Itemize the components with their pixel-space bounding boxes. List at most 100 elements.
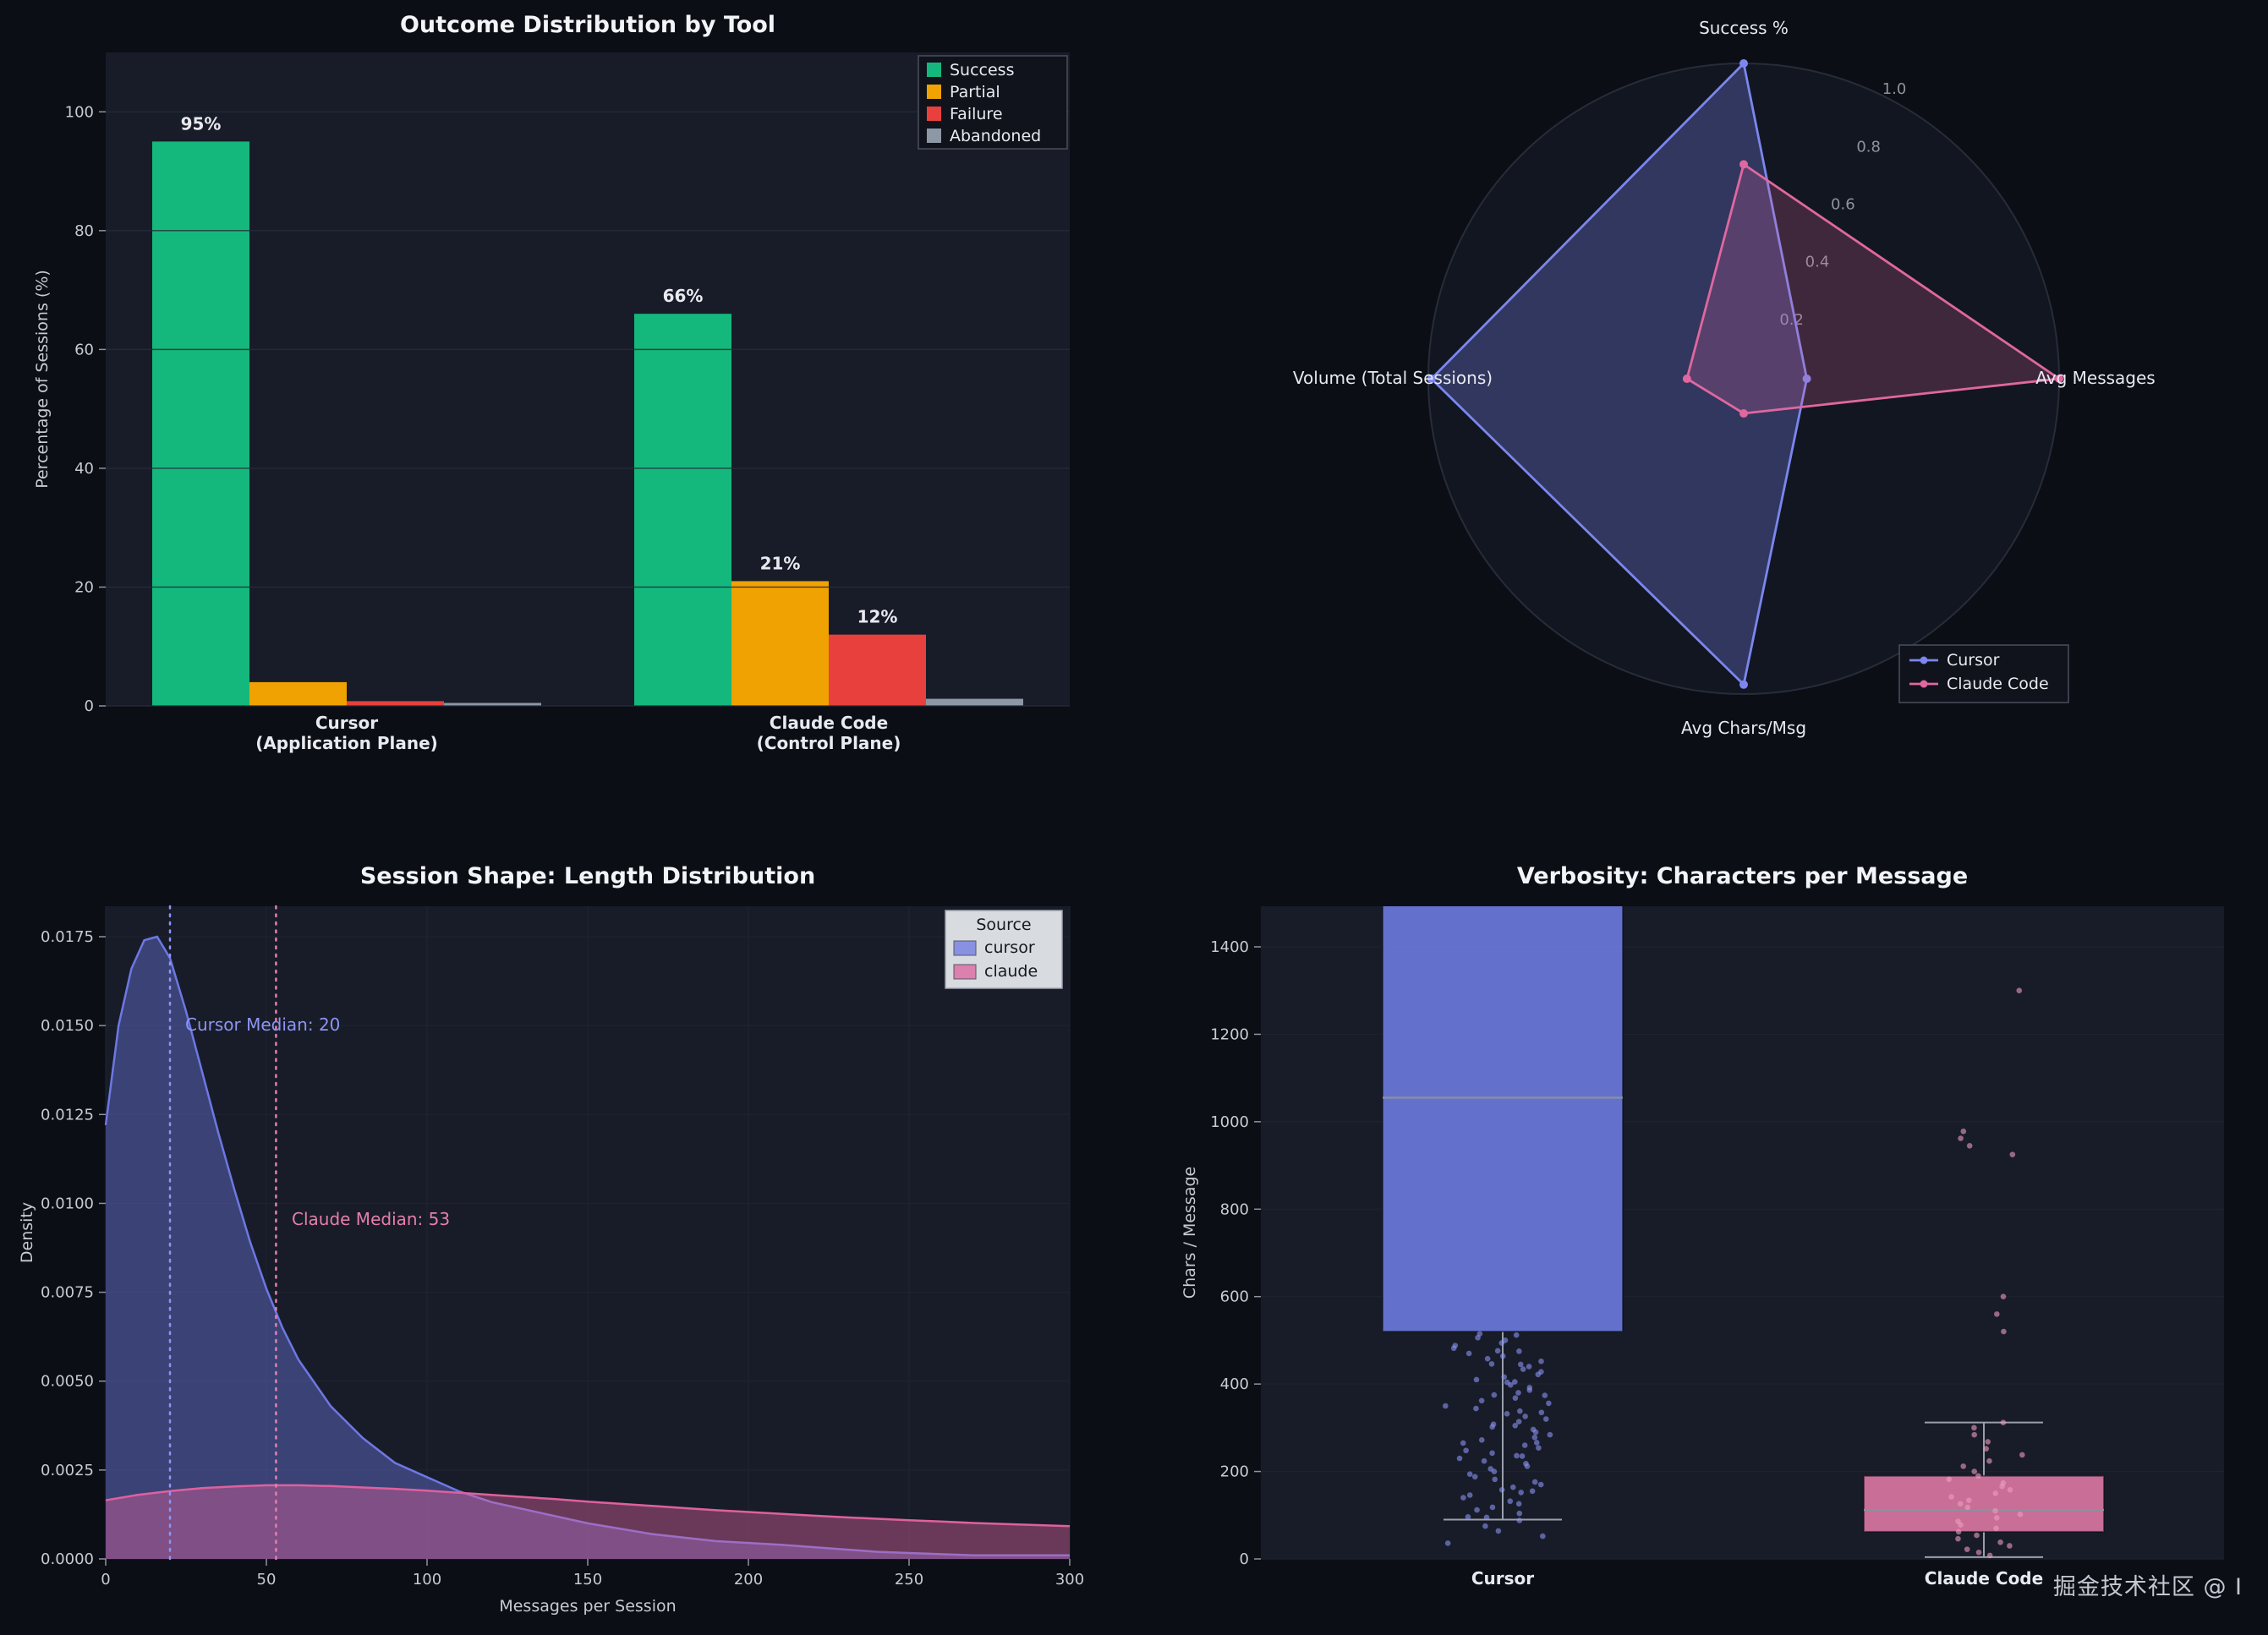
x-category-label: Claude Code <box>1925 1568 2043 1589</box>
y-tick-label: 20 <box>74 578 94 596</box>
strip-point <box>1501 1374 1507 1381</box>
strip-point <box>1473 1376 1480 1383</box>
legend-label: Claude Code <box>1947 675 2049 693</box>
median-annotation: Cursor Median: 20 <box>185 1014 340 1035</box>
y-tick-label: 0.0000 <box>41 1550 94 1568</box>
strip-point <box>1516 1517 1523 1523</box>
y-axis-label: Density <box>18 1202 36 1263</box>
y-tick-label: 400 <box>1220 1375 1249 1393</box>
strip-point <box>2007 1543 2013 1549</box>
y-tick-label: 200 <box>1220 1463 1249 1481</box>
legend-swatch-partial <box>927 85 941 99</box>
strip-point <box>1975 1549 1982 1556</box>
x-category-label: (Control Plane) <box>757 733 901 753</box>
panel-verbosity: Cursor Claude Code 0 200 400 600 800 1000 1200 14… <box>1134 818 2268 1635</box>
strip-point <box>1992 1507 1998 1514</box>
radar-axis-label: Volume (Total Sessions) <box>1293 368 1493 388</box>
x-category-label: Cursor <box>1471 1568 1534 1589</box>
strip-point <box>1521 1442 1528 1448</box>
legend-label: Abandoned <box>950 127 1041 145</box>
y-axis-label: Percentage of Sessions (%) <box>33 270 52 489</box>
strip-point <box>1463 1447 1469 1454</box>
median-annotation: Claude Median: 53 <box>292 1209 450 1229</box>
strip-point <box>1964 1504 1971 1511</box>
bar-partial-0 <box>249 681 347 706</box>
radial-tick-label: 0.4 <box>1805 254 1830 271</box>
box-rect <box>1863 1474 2105 1533</box>
legend-swatch-cursor <box>953 940 977 956</box>
legend-swatch-claude <box>953 964 977 980</box>
strip-point <box>1515 1390 1521 1396</box>
y-axis-label: Chars / Message <box>1181 1167 1199 1299</box>
y-tick-label: 0.0075 <box>41 1284 94 1302</box>
strip-point <box>1512 1395 1519 1401</box>
y-tick-label: 0.0175 <box>41 928 94 946</box>
strip-point <box>1504 1411 1510 1417</box>
strip-point <box>1515 1501 1522 1507</box>
strip-point <box>1515 1419 1522 1424</box>
strip-point <box>2000 1479 2007 1486</box>
strip-point <box>1542 1392 1548 1398</box>
box-group-claude-code <box>1863 987 2105 1559</box>
legend-title: Source <box>976 916 1031 934</box>
y-tick-label: 0.0125 <box>41 1106 94 1124</box>
watermark-text: 掘金技术社区 @ I <box>2052 1574 2243 1600</box>
bar-value-labels: 95% 66% 21% 12% <box>181 113 898 626</box>
strip-point <box>1526 1364 1532 1370</box>
strip-point <box>1483 1514 1490 1521</box>
box-group-cursor <box>1382 906 1624 1546</box>
chart-title: Session Shape: Length Distribution <box>360 863 815 889</box>
strip-point <box>1971 1468 1977 1474</box>
strip-point <box>1516 1510 1523 1517</box>
strip-point <box>1993 1515 2000 1521</box>
strip-point <box>1538 1409 1545 1416</box>
legend-label: Cursor <box>1947 651 2000 670</box>
strip-point <box>1974 1532 1980 1539</box>
x-tick-label: 150 <box>573 1571 602 1589</box>
y-tick-label: 0 <box>85 697 94 715</box>
x-tick-label: 300 <box>1055 1571 1084 1589</box>
radar-vertex <box>1427 375 1436 383</box>
radar-fill-cursor <box>1431 63 1807 685</box>
strip-point <box>1466 1492 1473 1498</box>
bar-value-label: 95% <box>181 113 222 134</box>
strip-point <box>1546 1400 1552 1407</box>
radar-vertex <box>1682 375 1691 383</box>
legend-swatch-abandoned <box>927 129 941 143</box>
strip-point <box>1487 1466 1493 1472</box>
strip-point <box>1489 1504 1496 1511</box>
radar-axis-label: Success % <box>1699 18 1789 38</box>
strip-point <box>1482 1523 1488 1529</box>
strip-point <box>1481 1457 1487 1464</box>
chart-title: Verbosity: Characters per Message <box>1517 863 1968 889</box>
strip-point <box>1533 1440 1540 1446</box>
y-tick-label: 0 <box>1240 1550 1249 1568</box>
legend-label: cursor <box>984 938 1035 957</box>
strip-point <box>2000 1419 2007 1425</box>
strip-point <box>1537 1481 1544 1488</box>
strip-point <box>1965 1497 1972 1504</box>
plot-area <box>106 52 1070 706</box>
strip-point <box>1542 1416 1549 1422</box>
y-tick-label: 600 <box>1220 1288 1249 1306</box>
strip-point <box>1538 1369 1544 1375</box>
legend-label: claude <box>984 962 1038 981</box>
strip-point <box>1993 1525 1999 1532</box>
radial-tick-label: 1.0 <box>1882 80 1907 98</box>
strip-point <box>1520 1366 1526 1372</box>
radar-fill-claude-code <box>1686 164 2059 413</box>
x-tick-label: 100 <box>413 1571 441 1589</box>
bar-partial-1 <box>731 581 829 706</box>
strip-point <box>1456 1455 1463 1462</box>
y-tick-label: 100 <box>65 103 94 121</box>
legend-label: Partial <box>950 83 1000 101</box>
strip-point <box>1531 1434 1538 1441</box>
strip-point <box>1478 1397 1485 1404</box>
strip-point <box>2000 1293 2007 1300</box>
strip-point <box>1473 1405 1479 1412</box>
y-tick-label: 800 <box>1220 1200 1249 1218</box>
strip-point <box>1994 1311 2000 1317</box>
x-tick-label: 50 <box>257 1571 277 1589</box>
x-tick-label: 200 <box>734 1571 763 1589</box>
bar-failure-0 <box>347 701 444 706</box>
